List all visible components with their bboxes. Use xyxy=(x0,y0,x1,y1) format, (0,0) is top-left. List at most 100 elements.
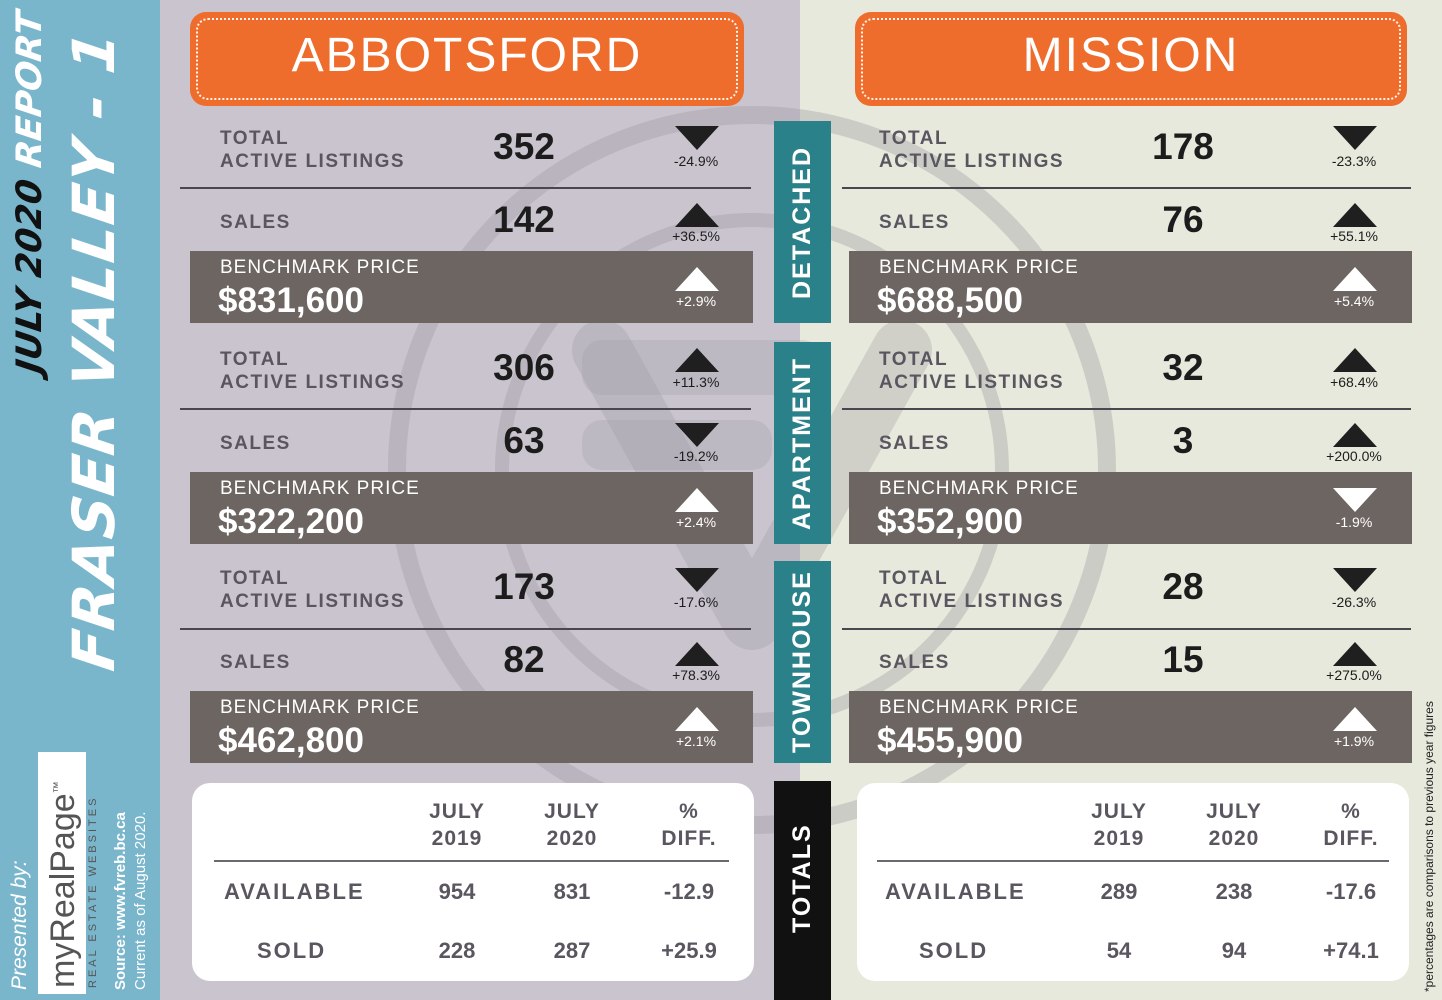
mis-available-2019: 289 xyxy=(1100,879,1138,904)
decrease-arrow-icon xyxy=(1333,488,1377,512)
decrease-arrow-icon xyxy=(675,126,719,150)
mis-townhouse-sales-value: 15 xyxy=(1162,639,1204,680)
abb-apartment-active-value: 306 xyxy=(493,347,555,388)
abb-apartment-sales-pct: -19.2% xyxy=(673,448,719,464)
abb-sold-2020: 287 xyxy=(553,938,591,963)
mis-apartment-sales-label: SALES xyxy=(879,433,950,454)
benchmark-label: BENCHMARK PRICE xyxy=(220,697,420,718)
mis-sold-2019: 54 xyxy=(1106,938,1132,963)
benchmark-label: BENCHMARK PRICE xyxy=(220,257,420,278)
mis-apartment-sales-pct: +200.0% xyxy=(1326,448,1382,464)
category-totals-label: TOTALS xyxy=(788,823,816,933)
abb-townhouse-benchmark-band: BENCHMARK PRICE $462,800 +2.1% xyxy=(190,691,753,763)
mis-available-diff: -17.6 xyxy=(1325,879,1377,904)
mis-detached-benchmark-band: BENCHMARK PRICE $688,500 +5.4% xyxy=(849,251,1412,323)
mis-apartment-price-pct: -1.9% xyxy=(1335,514,1373,530)
abb-apartment-sales-label: SALES xyxy=(220,433,291,454)
abb-sold-2019: 228 xyxy=(438,938,476,963)
abb-detached-total-label: TOTAL ACTIVE LISTINGS xyxy=(220,128,406,172)
row-divider xyxy=(842,408,1411,410)
col-pct-diff-header: % DIFF. xyxy=(661,800,717,850)
table-divider xyxy=(214,860,729,862)
current-as-of-text: Current as of August 2020. xyxy=(132,811,149,990)
category-detached: DETACHED xyxy=(774,121,831,323)
increase-arrow-icon xyxy=(1333,267,1377,291)
abb-detached-price-pct: +2.9% xyxy=(675,293,717,309)
col-pct-diff-header: % DIFF. xyxy=(1323,800,1379,850)
brand-tagline: REAL ESTATE WEBSITES xyxy=(87,795,99,988)
decrease-arrow-icon xyxy=(1333,126,1377,150)
abb-townhouse-active-pct: -17.6% xyxy=(673,594,719,610)
increase-arrow-icon xyxy=(1333,203,1377,227)
abb-townhouse-sales-pct: +78.3% xyxy=(672,667,720,683)
row-sold-label: SOLD xyxy=(257,938,327,963)
decrease-arrow-icon xyxy=(675,568,719,592)
mis-apartment-active-pct: +68.4% xyxy=(1330,374,1378,390)
abb-townhouse-sales-value: 82 xyxy=(503,639,545,680)
mis-sold-2020: 94 xyxy=(1221,938,1247,963)
category-townhouse-label: TOWNHOUSE xyxy=(788,570,816,753)
col-july-2020-header: JULY 2020 xyxy=(1206,800,1262,850)
mis-detached-price-pct: +5.4% xyxy=(1333,293,1375,309)
benchmark-label: BENCHMARK PRICE xyxy=(879,478,1079,499)
abb-apartment-total-label: TOTAL ACTIVE LISTINGS xyxy=(220,349,406,393)
mis-available-2020: 238 xyxy=(1215,879,1253,904)
abb-apartment-price: $322,200 xyxy=(218,502,364,541)
mis-detached-price: $688,500 xyxy=(877,281,1023,320)
abb-sold-diff: +25.9 xyxy=(661,938,717,963)
category-totals: TOTALS xyxy=(774,781,831,1000)
category-apartment-label: APARTMENT xyxy=(788,356,816,530)
increase-arrow-icon xyxy=(675,707,719,731)
presented-by-label: Presented by: xyxy=(8,860,31,990)
category-detached-label: DETACHED xyxy=(788,145,816,299)
row-sold-label: SOLD xyxy=(919,938,989,963)
row-divider xyxy=(180,187,751,189)
mis-detached-sales-pct: +55.1% xyxy=(1330,228,1378,244)
table-divider xyxy=(877,860,1389,862)
mis-townhouse-sales-label: SALES xyxy=(879,652,950,673)
abb-detached-sales-value: 142 xyxy=(493,199,555,240)
mis-apartment-benchmark-band: BENCHMARK PRICE $352,900 -1.9% xyxy=(849,472,1412,544)
mis-townhouse-price: $455,900 xyxy=(877,721,1023,760)
increase-arrow-icon xyxy=(1333,707,1377,731)
row-divider xyxy=(842,187,1411,189)
abbotsford-header: ABBOTSFORD xyxy=(190,12,744,106)
abb-detached-benchmark-band: BENCHMARK PRICE $831,600 +2.9% xyxy=(190,251,753,323)
benchmark-label: BENCHMARK PRICE xyxy=(220,478,420,499)
abb-available-2019: 954 xyxy=(438,879,476,904)
source-text: Source: www.fvreb.bc.ca xyxy=(112,812,129,990)
increase-arrow-icon xyxy=(675,642,719,666)
mis-totals-table: JULY 2019 JULY 2020 % DIFF. AVAILABLE 289 2… xyxy=(857,783,1409,981)
footnote: *percentages are comparisons to previous… xyxy=(1422,701,1436,992)
abb-totals-table: JULY 2019 JULY 2020 % DIFF. AVAILABLE 954 8… xyxy=(192,783,754,981)
mis-apartment-sales-value: 3 xyxy=(1172,420,1194,461)
abb-townhouse-total-label: TOTAL ACTIVE LISTINGS xyxy=(220,568,406,612)
mis-detached-sales-value: 76 xyxy=(1162,199,1204,240)
mis-detached-sales-label: SALES xyxy=(879,212,950,233)
row-divider xyxy=(180,628,751,630)
row-available-label: AVAILABLE xyxy=(885,879,1026,904)
abb-detached-active-pct: -24.9% xyxy=(673,153,719,169)
mis-apartment-active-value: 32 xyxy=(1162,347,1204,388)
abb-townhouse-price: $462,800 xyxy=(218,721,364,760)
mis-detached-total-label: TOTAL ACTIVE LISTINGS xyxy=(879,128,1065,172)
benchmark-label: BENCHMARK PRICE xyxy=(879,697,1079,718)
abb-detached-active-value: 352 xyxy=(493,126,555,167)
increase-arrow-icon xyxy=(1333,348,1377,372)
benchmark-label: BENCHMARK PRICE xyxy=(879,257,1079,278)
increase-arrow-icon xyxy=(675,348,719,372)
mis-townhouse-benchmark-band: BENCHMARK PRICE $455,900 +1.9% xyxy=(849,691,1412,763)
abb-available-2020: 831 xyxy=(553,879,591,904)
row-divider xyxy=(842,628,1411,630)
mis-townhouse-total-label: TOTAL ACTIVE LISTINGS xyxy=(879,568,1065,612)
increase-arrow-icon xyxy=(675,267,719,291)
abb-townhouse-price-pct: +2.1% xyxy=(675,733,717,749)
abb-detached-sales-pct: +36.5% xyxy=(672,228,720,244)
report-date-title: JULY 2020 REPORT xyxy=(10,9,50,376)
category-apartment: APARTMENT xyxy=(774,342,831,544)
row-divider xyxy=(180,408,751,410)
col-july-2019-header: JULY 2019 xyxy=(429,800,485,850)
report-main-title: FRASER VALLEY - 1 xyxy=(60,26,128,675)
mis-apartment-total-label: TOTAL ACTIVE LISTINGS xyxy=(879,349,1065,393)
abb-apartment-benchmark-band: BENCHMARK PRICE $322,200 +2.4% xyxy=(190,472,753,544)
